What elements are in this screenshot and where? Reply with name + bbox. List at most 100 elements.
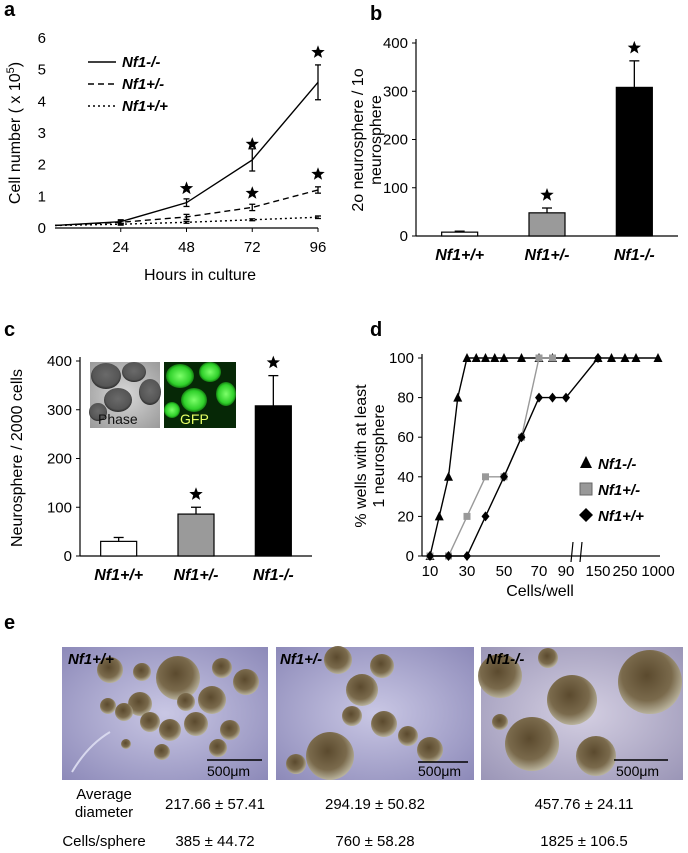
- panel-c-category-label: Nf1+/+: [94, 567, 143, 584]
- panel-b-ytick: 300: [383, 83, 408, 100]
- panel-d-ytick: 100: [389, 350, 414, 367]
- panel-d-xtick: 250: [612, 563, 637, 580]
- panel-a-legend-label: Nf1+/+: [122, 98, 168, 115]
- panel-d-point: [535, 392, 543, 403]
- panel-a-error-bar: [249, 203, 256, 212]
- panel-d-series-line: [430, 357, 599, 557]
- panel-a-legend-label: Nf1-/-: [122, 54, 160, 71]
- panel-d-point: [481, 511, 490, 522]
- panel-c-category-label: Nf1-/-: [253, 567, 294, 584]
- panel-a-star: [245, 186, 259, 199]
- phase-label: Phase: [98, 411, 138, 427]
- panel-d-point: [500, 471, 508, 482]
- panel-a-star: [179, 181, 194, 195]
- panel-b-star: [540, 188, 554, 201]
- panel-d-point: [434, 511, 444, 521]
- panel-d-xlabel: Cells/well: [506, 583, 574, 600]
- panel-a-legend: Nf1-/- Nf1+/- Nf1+/+: [88, 54, 168, 115]
- panel-d-xtick: 90: [558, 563, 575, 580]
- cell-cells-null: 1825 ± 106.5: [540, 833, 627, 850]
- panel-a-chart: Cell number ( x 105) Hours in culture 0 1…: [5, 30, 326, 284]
- panel-d-point: [426, 551, 434, 561]
- panel-letter-c: c: [4, 319, 15, 341]
- panel-a-ylabel: Cell number ( x 105): [5, 62, 24, 204]
- panel-b-ytick: 400: [383, 35, 408, 52]
- panel-d-axis-break: [570, 541, 574, 563]
- panel-d-ytick: 0: [406, 548, 414, 565]
- panel-d-xtick: 30: [459, 563, 476, 580]
- panel-a-error-bar: [315, 186, 321, 194]
- panel-c-ytick: 0: [64, 548, 72, 565]
- panel-c-bar: [254, 405, 292, 557]
- row-label-cells: Cells/sphere: [62, 833, 145, 850]
- panel-a-ytick: 5: [38, 62, 46, 79]
- panel-d-point: [594, 353, 602, 363]
- panel-letter-a: a: [4, 0, 16, 21]
- cell-diameter-wt: 217.66 ± 57.41: [165, 796, 265, 813]
- panel-a-error-bar: [183, 220, 190, 224]
- photo-label-het: Nf1+/-: [280, 651, 322, 668]
- panel-a-xlabel: Hours in culture: [144, 267, 256, 284]
- panel-d-point: [535, 354, 543, 362]
- panel-d-point: [561, 353, 571, 362]
- panel-d-ytick: 20: [397, 508, 414, 525]
- panel-b-bar: [441, 231, 479, 237]
- panel-a-error-bar: [315, 64, 321, 101]
- cell-cells-wt: 385 ± 44.72: [175, 833, 254, 850]
- panel-d-point: [444, 551, 453, 561]
- row-label-diameter: Average: [76, 786, 132, 803]
- panel-d-point: [562, 392, 570, 403]
- panel-c-ytick: 100: [47, 499, 72, 516]
- panel-c-ylabel: Neurosphere / 2000 cells: [9, 369, 26, 547]
- panel-a-star: [311, 167, 325, 180]
- photo-nf1-het: Nf1+/- 500μm: [276, 646, 474, 780]
- panel-b-ytick: 0: [400, 228, 408, 245]
- panel-c-ytick: 300: [47, 402, 72, 419]
- panel-d-chart: % wells with at least 1 neurosphere Cell…: [353, 350, 675, 600]
- panel-b-bar: [528, 212, 566, 237]
- panel-a-error-bar: [183, 213, 190, 221]
- panel-c-bar: [100, 540, 138, 557]
- panel-b-ytick: 200: [383, 132, 408, 149]
- panel-b-star: [627, 40, 641, 54]
- panel-b-ytick: 100: [383, 180, 408, 197]
- scale-bar-label-null: 500μm: [616, 763, 659, 779]
- panel-b-ylabel-2: neurosphere: [368, 95, 385, 185]
- panel-b-category-label: Nf1+/+: [435, 247, 484, 264]
- panel-d-xtick: 10: [422, 563, 439, 580]
- panel-d-point: [549, 354, 556, 362]
- panel-d-point: [453, 392, 463, 402]
- panel-d-ytick: 40: [397, 469, 414, 486]
- panel-c-bar: [177, 513, 215, 557]
- panel-d-point: [499, 353, 509, 362]
- panel-d-point: [631, 353, 641, 362]
- panel-b-bar: [615, 86, 653, 237]
- panel-d-legend-label: Nf1+/+: [598, 508, 644, 525]
- scale-bar-label-wt: 500μm: [207, 763, 250, 779]
- panel-a-xtick: 72: [244, 239, 261, 256]
- panel-a-error-bar: [183, 198, 190, 208]
- panel-d-point: [481, 353, 490, 362]
- panel-d-point: [463, 512, 471, 520]
- panel-d-xtick: 1000: [641, 563, 674, 580]
- phase-inset: Phase: [89, 362, 161, 428]
- panel-d-legend-marker: [579, 482, 593, 496]
- panel-d-point: [463, 551, 471, 561]
- panel-letter-d: d: [370, 319, 382, 341]
- panel-a-legend-label: Nf1+/-: [122, 76, 164, 93]
- scale-bar-label-het: 500μm: [418, 763, 461, 779]
- panel-d-xtick: 150: [585, 563, 610, 580]
- panel-d-legend-label: Nf1-/-: [598, 456, 636, 473]
- measurement-table: Average diameter 217.66 ± 57.41 294.19 ±…: [62, 786, 633, 850]
- photo-nf1-null: Nf1-/- 500μm: [478, 647, 683, 780]
- panel-d-point: [548, 392, 557, 403]
- panel-letter-e: e: [4, 612, 15, 634]
- panel-d-point: [607, 353, 616, 362]
- panel-d-ytick: 60: [397, 429, 414, 446]
- panel-b-category-label: Nf1-/-: [614, 247, 655, 264]
- photo-label-null: Nf1-/-: [486, 651, 524, 668]
- cell-diameter-null: 457.76 ± 24.11: [535, 796, 634, 813]
- panel-d-point: [653, 353, 663, 362]
- panel-a-ytick: 3: [38, 125, 46, 142]
- panel-d-ylabel-2: 1 neurosphere: [371, 404, 388, 507]
